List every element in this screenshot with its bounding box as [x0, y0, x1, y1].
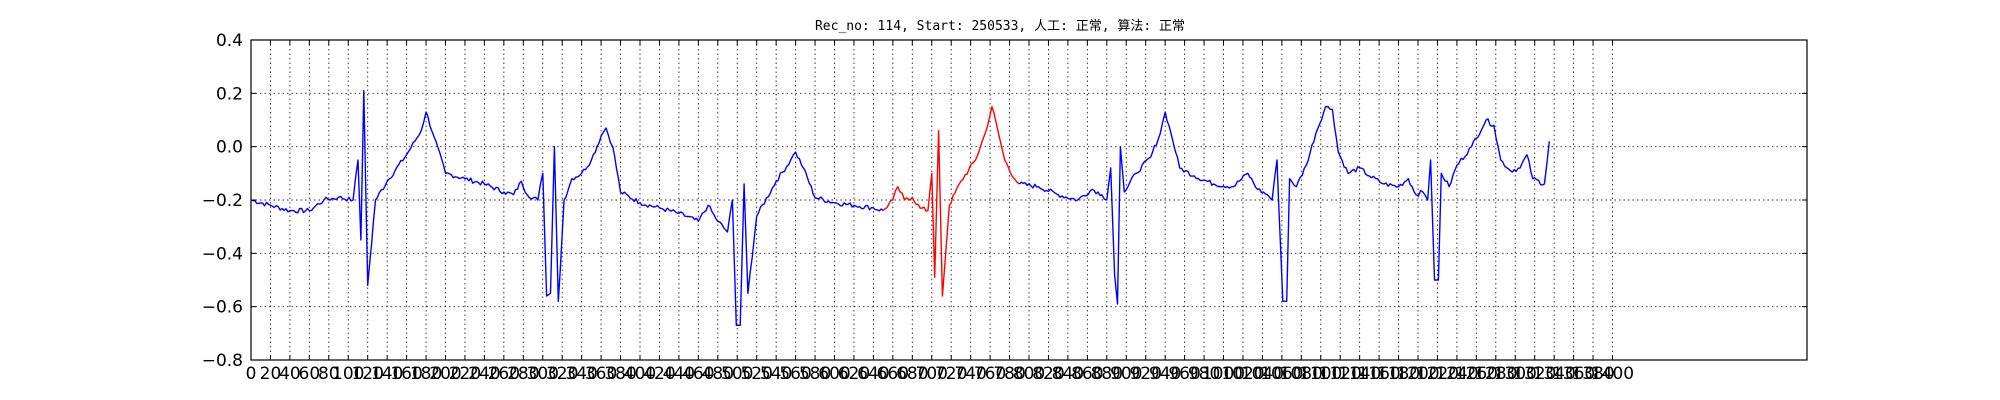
x-tick-label: 1240	[1435, 364, 1478, 384]
x-tick-label: 580	[799, 364, 831, 384]
x-tick-label: 220	[449, 364, 481, 384]
x-tick-label: 560	[779, 364, 811, 384]
y-tick-label: 0.4	[216, 31, 243, 51]
x-tick-label: 1000	[1202, 364, 1245, 384]
x-tick-label: 240	[468, 364, 500, 384]
x-tick-label: 780	[993, 364, 1025, 384]
x-tick-label: 860	[1071, 364, 1103, 384]
x-tick-label: 600	[818, 364, 850, 384]
x-tick-label: 60	[299, 364, 321, 384]
x-tick-label: 40	[279, 364, 301, 384]
x-tick-label: 500	[721, 364, 753, 384]
x-tick-label: 1280	[1474, 364, 1517, 384]
y-tick-label: −0.2	[202, 191, 243, 211]
x-tick-label: 400	[624, 364, 656, 384]
x-tick-label: 100	[332, 364, 364, 384]
signal-line	[1018, 105, 1550, 305]
x-tick-label: 420	[643, 364, 675, 384]
x-tick-label: 960	[1168, 364, 1200, 384]
x-tick-label: 680	[896, 364, 928, 384]
x-tick-label: 1220	[1416, 364, 1459, 384]
x-tick-label: 1320	[1513, 364, 1556, 384]
x-tick-label: 80	[318, 364, 340, 384]
axis-ticks: 0 204060801001201401601802002202402602803…	[202, 31, 1807, 384]
y-tick-label: −0.6	[202, 298, 243, 318]
x-tick-label: 800	[1013, 364, 1045, 384]
x-tick-label: 440	[663, 364, 695, 384]
x-tick-label: 1340	[1533, 364, 1576, 384]
x-tick-label: 1400	[1591, 364, 1634, 384]
x-tick-label: 1120	[1319, 364, 1362, 384]
x-tick-label: 300	[527, 364, 559, 384]
ecg-signal-lines	[250, 90, 1550, 326]
x-tick-label: 920	[1129, 364, 1161, 384]
y-tick-label: −0.8	[202, 351, 243, 371]
x-tick-label: 20	[260, 364, 282, 384]
x-tick-label: 360	[585, 364, 617, 384]
x-tick-label: 1200	[1396, 364, 1439, 384]
x-tick-label: 200	[429, 364, 461, 384]
x-tick-label: 1100	[1299, 364, 1342, 384]
x-tick-label: 900	[1110, 364, 1142, 384]
x-tick-label: 840	[1052, 364, 1084, 384]
x-tick-label: 660	[877, 364, 909, 384]
x-tick-label: 1040	[1241, 364, 1284, 384]
x-tick-label: 1020	[1221, 364, 1264, 384]
x-tick-label: 380	[604, 364, 636, 384]
x-tick-label: 120	[351, 364, 383, 384]
x-tick-label: 1160	[1357, 364, 1400, 384]
x-tick-label: 1060	[1260, 364, 1303, 384]
x-tick-label: 1360	[1552, 364, 1595, 384]
x-tick-label: 340	[565, 364, 597, 384]
x-tick-label: 540	[760, 364, 792, 384]
x-tick-label: 460	[682, 364, 714, 384]
x-tick-label: 480	[702, 364, 734, 384]
x-tick-label: 820	[1032, 364, 1064, 384]
x-tick-label: 1140	[1338, 364, 1381, 384]
x-tick-label: 940	[1149, 364, 1181, 384]
x-tick-label: 140	[371, 364, 403, 384]
y-tick-label: 0.2	[216, 84, 243, 104]
x-tick-label: 520	[740, 364, 772, 384]
x-tick-label: 740	[954, 364, 986, 384]
x-tick-label: 260	[488, 364, 520, 384]
x-tick-label: 280	[507, 364, 539, 384]
x-tick-label: 760	[974, 364, 1006, 384]
highlighted-beat-line	[882, 106, 1020, 297]
x-tick-label: 620	[838, 364, 870, 384]
x-tick-label: 180	[410, 364, 442, 384]
x-tick-label: 1180	[1377, 364, 1420, 384]
signal-line	[250, 90, 884, 326]
x-tick-label: 1080	[1280, 364, 1323, 384]
chart-title: Rec_no: 114, Start: 250533, 人工: 正常, 算法: …	[815, 19, 1185, 34]
x-tick-label: 720	[935, 364, 967, 384]
x-tick-label: 700	[916, 364, 948, 384]
x-tick-label: 1300	[1494, 364, 1537, 384]
x-tick-label: 640	[857, 364, 889, 384]
x-tick-label: 1380	[1571, 364, 1614, 384]
x-tick-label: 880	[1091, 364, 1123, 384]
x-tick-label: 1260	[1455, 364, 1498, 384]
y-tick-label: −0.4	[202, 244, 243, 264]
x-tick-label: 980	[1188, 364, 1220, 384]
x-tick-label: 0	[246, 364, 257, 384]
x-tick-label: 160	[390, 364, 422, 384]
x-tick-label: 320	[546, 364, 578, 384]
y-tick-label: 0.0	[216, 138, 243, 158]
